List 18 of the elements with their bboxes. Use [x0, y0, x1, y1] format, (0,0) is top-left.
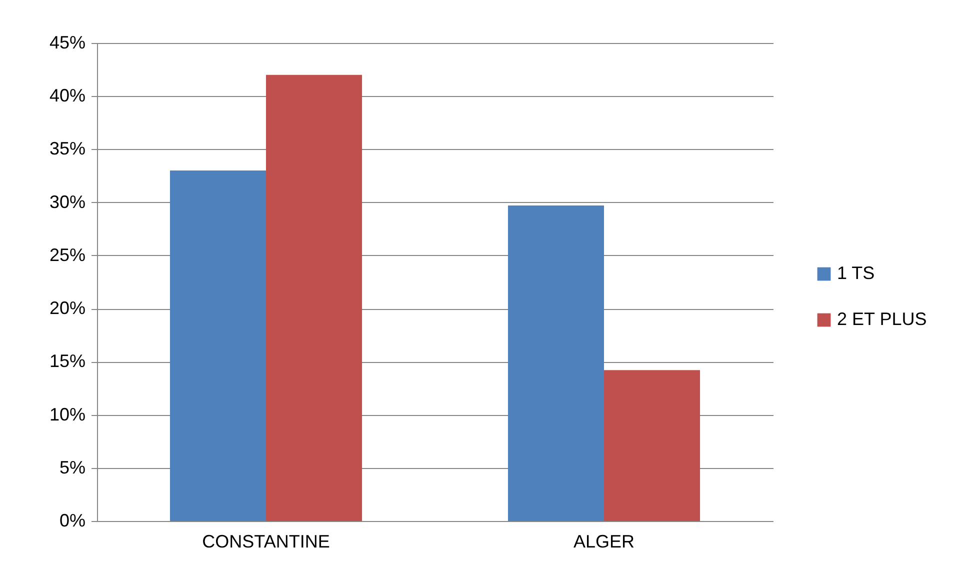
y-tick-label: 30%	[49, 192, 86, 212]
y-tick-label: 5%	[59, 457, 86, 478]
y-tick-label: 20%	[49, 298, 86, 318]
x-tick-label: ALGER	[573, 532, 635, 552]
bar	[604, 370, 700, 521]
y-tick-label: 40%	[49, 86, 86, 106]
y-tick-label: 15%	[49, 351, 86, 372]
legend-label: 2 ET PLUS	[837, 309, 927, 329]
bar	[170, 170, 266, 521]
legend-label: 1 TS	[837, 263, 875, 283]
y-tick-label: 35%	[49, 138, 86, 159]
y-tick-label: 10%	[49, 404, 86, 424]
bar	[266, 74, 362, 521]
y-tick-label: 0%	[59, 510, 86, 530]
bar	[508, 206, 604, 521]
y-tick-label: 25%	[49, 244, 86, 265]
y-tick-label: 45%	[49, 32, 86, 52]
x-tick-label: CONSTANTINE	[202, 532, 330, 552]
